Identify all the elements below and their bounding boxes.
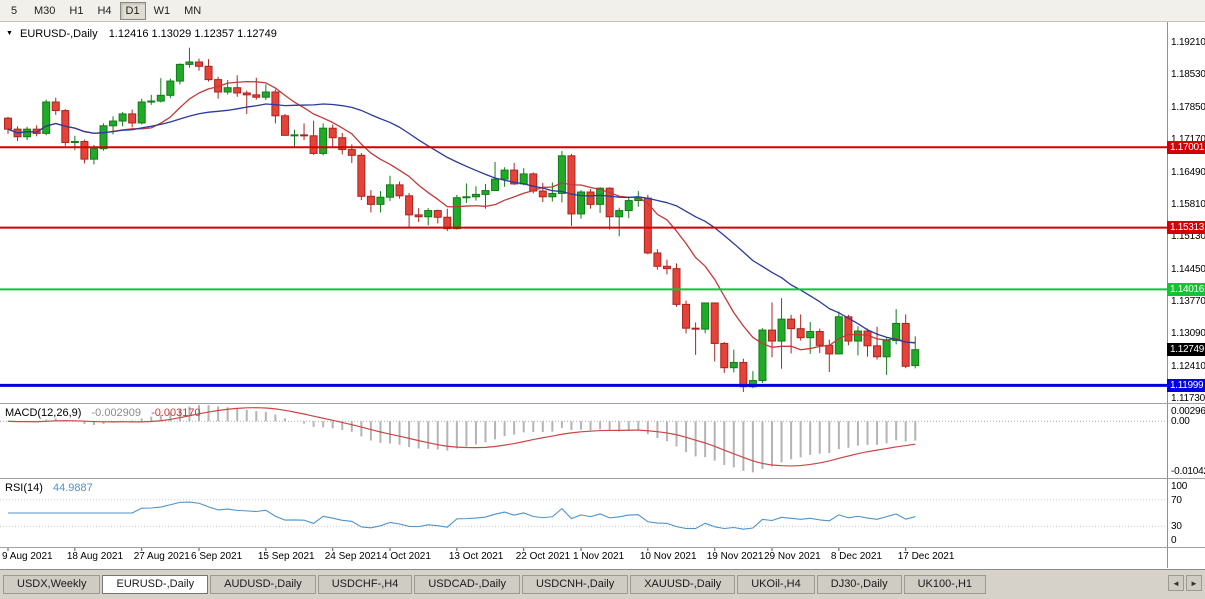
panel-splitter-macd-rsi[interactable] [0,478,1205,479]
date-axis-label: 29 Nov 2021 [764,551,821,562]
tab-uk100-h1[interactable]: UK100-,H1 [903,575,987,594]
timeframe-button-d1[interactable]: D1 [119,1,146,20]
rsi-axis-label: 100 [1171,481,1188,492]
date-axis-label: 8 Dec 2021 [830,551,882,562]
tab-audusd-daily[interactable]: AUDUSD-,Daily [210,575,316,594]
macd-header: MACD(12,26,9) -0.002909 -0.003170 [5,407,201,419]
date-axis-label: 27 Aug 2021 [133,551,190,562]
tab-usdcad-daily[interactable]: USDCAD-,Daily [414,575,520,594]
date-axis-label: 6 Sep 2021 [191,551,243,562]
rsi-axis-label: 0 [1171,535,1177,546]
rsi-header: RSI(14) 44.9887 [5,482,93,494]
price-axis-label: 1.15130 [1171,231,1205,243]
ma-slow [7,103,916,344]
symbol-title: EURUSD-,Daily [20,28,98,40]
timeframe-button-mn[interactable]: MN [184,4,202,17]
timeframe-button-m30[interactable]: M30 [34,4,56,17]
rsi-axis-label: 70 [1171,494,1182,506]
date-axis-label: 10 Nov 2021 [639,551,697,562]
date-axis-label: 4 Oct 2021 [382,551,431,562]
panel-splitter-price-macd[interactable] [0,403,1205,404]
ma-fast [7,80,916,351]
tab-dj30-daily[interactable]: DJ30-,Daily [816,575,902,594]
hline-price-tag-1.15313: 1.15313 [1167,221,1205,235]
date-axis-label: 17 Dec 2021 [897,551,955,562]
tab-usdchf-h4[interactable]: USDCHF-,H4 [317,575,413,594]
current-price-tag: 1.12749 [1167,343,1205,357]
tab-eurusd-daily[interactable]: EURUSD-,Daily [102,575,209,594]
price-axis-label: 1.17170 [1171,134,1205,146]
tabs-scroll-right-button[interactable]: ► [1186,575,1202,591]
hline-price-tag-1.17001: 1.17001 [1167,140,1205,154]
timeframe-button-w1[interactable]: W1 [153,4,171,17]
macd-axis-label: 0.00 [1171,416,1190,428]
macd-histogram [16,405,917,473]
date-axis-label: 1 Nov 2021 [573,551,625,562]
price-axis-label: 1.12410 [1171,360,1205,372]
date-axis-label: 24 Sep 2021 [324,551,382,562]
price-axis-label: 1.18530 [1171,69,1205,81]
macd-signal-line [7,407,916,467]
rsi-line [8,501,916,530]
candles [4,47,920,392]
timeframe-button-h4[interactable]: H4 [97,4,112,17]
rsi-value: 44.9887 [52,482,93,494]
chart-tabs-bar: USDX,Weekly EURUSD-,Daily AUDUSD-,Daily USD… [0,569,1205,599]
date-axis-label: 22 Oct 2021 [515,551,571,562]
hline-price-tag-1.14016: 1.14016 [1167,282,1205,296]
price-axis-label: 1.17850 [1171,101,1205,113]
price-axis-label: 1.14450 [1171,263,1205,275]
macd-signal-value: -0.003170 [151,407,201,419]
timeframe-button-h1[interactable]: H1 [69,4,84,17]
chart-tabs: USDX,Weekly EURUSD-,Daily AUDUSD-,Daily USD… [3,574,988,594]
date-axis-label: 18 Aug 2021 [66,551,124,562]
timeframe-toolbar: 5 M30 H1 H4 D1 W1 MN [0,0,1205,22]
tab-ukoil-h4[interactable]: UKOil-,H4 [737,575,815,594]
price-chart-header: ▼ EURUSD-,Daily 1.12416 1.13029 1.12357 … [6,28,277,40]
date-axis-label: 13 Oct 2021 [448,551,504,562]
macd-main-value: -0.002909 [91,407,142,419]
price-axis-label: 1.11730 [1171,393,1205,405]
price-axis-label: 1.19210 [1171,37,1205,48]
ohlc-values: 1.12416 1.13029 1.12357 1.12749 [108,28,277,40]
date-axis-label: 15 Sep 2021 [257,551,315,562]
date-axis-label: 9 Aug 2021 [2,551,53,562]
tabs-scroll: ◄ ► [1168,575,1202,591]
tab-usdx-weekly[interactable]: USDX,Weekly [3,575,101,594]
rsi-axis-label: 30 [1171,521,1182,533]
hline-price-tag-1.11999: 1.11999 [1167,378,1205,392]
time-axis-separator [0,547,1205,548]
macd-axis-label: -0.01042 [1171,466,1205,477]
tab-usdcnh-daily[interactable]: USDCNH-,Daily [521,575,629,594]
tabs-scroll-left-button[interactable]: ◄ [1168,575,1184,591]
date-axis-label: 19 Nov 2021 [706,551,764,562]
symbol-dropdown-icon[interactable]: ▼ [6,30,13,37]
price-axis-label: 1.15810 [1171,198,1205,210]
tab-xauusd-daily[interactable]: XAUUSD-,Daily [630,575,736,594]
timeframe-button-5[interactable]: 5 [10,4,18,17]
price-axis-label: 1.13770 [1171,296,1205,308]
rsi-label: RSI(14) [5,482,43,494]
price-axis-label: 1.16490 [1171,166,1205,178]
price-axis-label: 1.13090 [1171,328,1205,340]
macd-axis-label: 0.002966 [1171,406,1205,417]
macd-label: MACD(12,26,9) [5,407,82,419]
